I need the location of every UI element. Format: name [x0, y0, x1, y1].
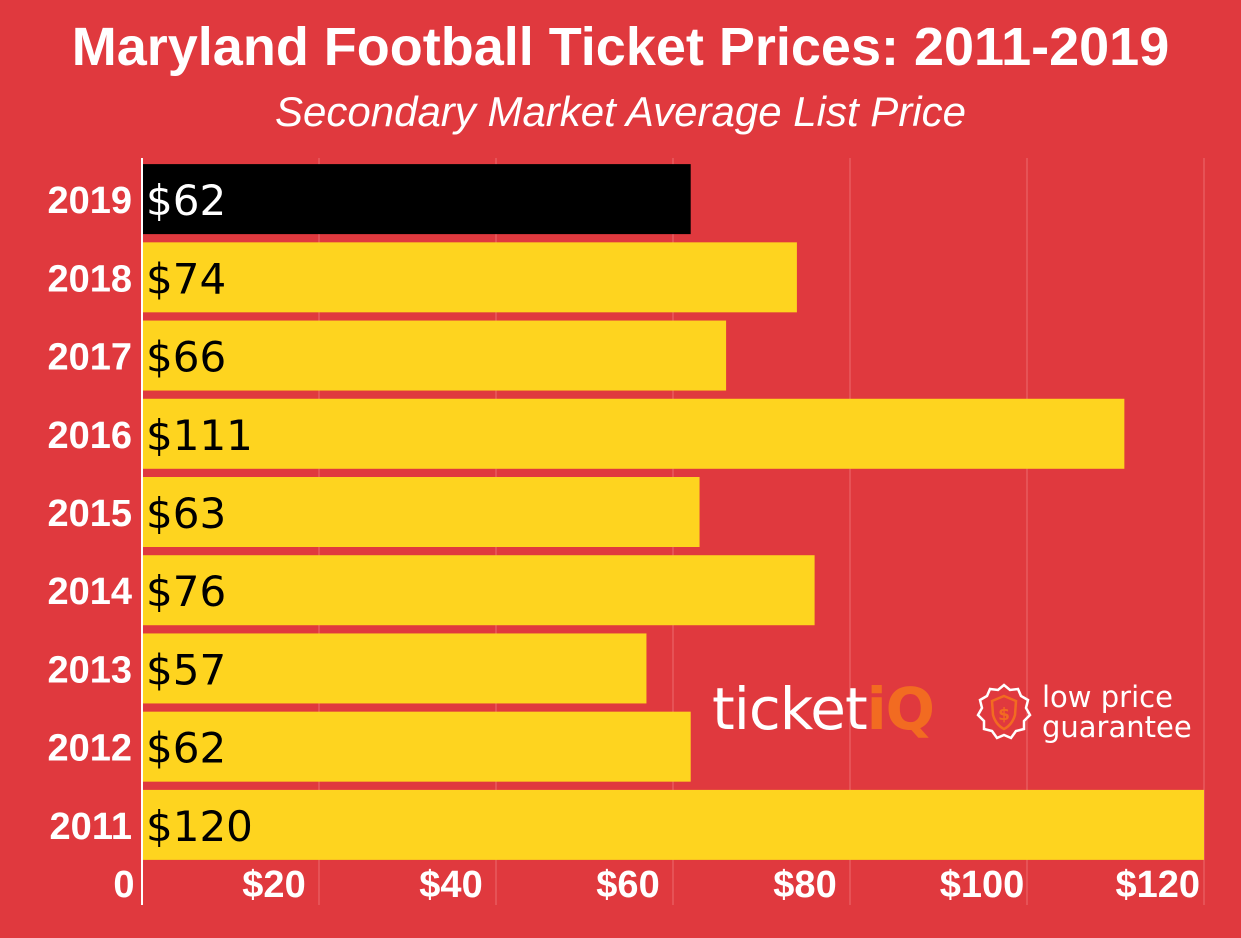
- x-tick-label: $80: [773, 864, 836, 906]
- x-tick-label: $20: [242, 864, 305, 906]
- logo-tagline: low price guarantee: [1042, 682, 1192, 742]
- data-label-2014: $76: [146, 567, 226, 616]
- svg-text:$: $: [998, 705, 1010, 725]
- category-label-2014: 2014: [47, 571, 132, 613]
- data-label-2015: $63: [146, 489, 226, 538]
- category-label-2013: 2013: [47, 649, 132, 691]
- dollar-seal-icon: $: [976, 683, 1032, 740]
- bar-2011: [142, 789, 1204, 860]
- logo-word-main: ticket: [712, 675, 868, 743]
- bar-2012: [142, 711, 691, 782]
- x-tick-label: $40: [419, 864, 482, 906]
- data-label-2018: $74: [146, 254, 226, 303]
- category-label-2015: 2015: [47, 493, 132, 535]
- data-label-2011: $120: [146, 802, 253, 851]
- chart-subtitle: Secondary Market Average List Price: [275, 88, 966, 135]
- bars: $62 $74 $66 $111 $63 $76 $57 $62 $120: [142, 164, 1204, 860]
- category-label-2011: 2011: [50, 806, 132, 848]
- category-label-2018: 2018: [47, 258, 132, 300]
- logo-tagline-line2: guarantee: [1042, 710, 1192, 744]
- bar-2017: [142, 320, 727, 391]
- bar-2016: [142, 398, 1125, 469]
- category-label-2019: 2019: [47, 180, 132, 222]
- data-label-2019: $62: [146, 176, 226, 225]
- logo-word-accent: iQ: [866, 675, 935, 743]
- data-label-2013: $57: [146, 645, 226, 694]
- data-label-2017: $66: [146, 333, 226, 382]
- ticketiq-logo: ticketiQ $ low price guarantee: [712, 676, 1202, 746]
- category-label-2012: 2012: [47, 728, 132, 770]
- bar-2019: [142, 164, 691, 235]
- category-label-2016: 2016: [47, 415, 132, 457]
- x-tick-label: $60: [596, 864, 659, 906]
- x-tick-label: $100: [940, 864, 1025, 906]
- logo-wordmark: ticketiQ: [712, 675, 935, 743]
- axes: 2019 2018 2017 2016 2015 2014 2013 2012 2011 0 $20…: [47, 158, 1200, 906]
- logo-tagline-line1: low price: [1042, 680, 1173, 714]
- x-tick-label: $120: [1115, 864, 1200, 906]
- bar-2013: [142, 633, 647, 704]
- bar-2018: [142, 242, 797, 313]
- data-label-2016: $111: [146, 411, 253, 460]
- category-label-2017: 2017: [47, 337, 132, 379]
- data-label-2012: $62: [146, 724, 226, 773]
- chart-title: Maryland Football Ticket Prices: 2011-20…: [71, 17, 1170, 77]
- bar-2014: [142, 555, 815, 626]
- x-tick-label: 0: [113, 864, 134, 906]
- bar-2015: [142, 477, 700, 547]
